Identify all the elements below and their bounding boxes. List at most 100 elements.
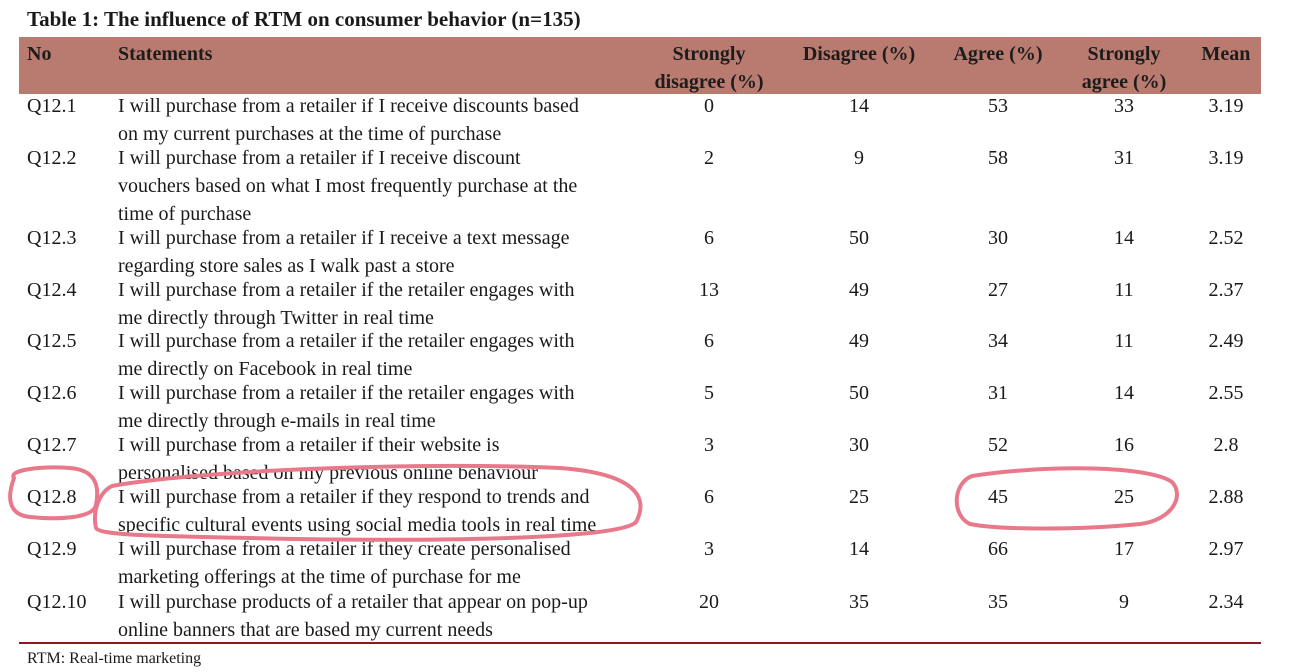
header-strongly-agree-line2: agree (%) (1081, 71, 1167, 93)
cell-strongly-agree: 17 (1114, 538, 1134, 560)
cell-strongly-agree: 31 (1114, 147, 1134, 169)
row-id: Q12.9 (27, 538, 77, 560)
statement-line: I will purchase from a retailer if the r… (118, 279, 575, 301)
cell-strongly-agree: 14 (1114, 227, 1134, 249)
row-statement: I will purchase products of a retailer t… (118, 588, 638, 644)
row-id: Q12.4 (27, 279, 77, 301)
cell-agree: 53 (988, 95, 1008, 117)
row-id: Q12.10 (27, 591, 87, 613)
cell-strongly-disagree: 6 (704, 486, 714, 508)
cell-disagree: 35 (849, 591, 869, 613)
cell-mean: 2.49 (1208, 330, 1244, 352)
row-statement: I will purchase from a retailer if I rec… (118, 92, 638, 148)
row-id: Q12.6 (27, 382, 77, 404)
header-strongly-agree: Strongly agree (%) (1054, 40, 1194, 96)
statement-line: I will purchase from a retailer if the r… (118, 330, 575, 352)
cell-agree: 35 (988, 591, 1008, 613)
cell-strongly-agree: 33 (1114, 95, 1134, 117)
row-statement: I will purchase from a retailer if the r… (118, 327, 638, 383)
table-bottom-rule (19, 642, 1261, 644)
statement-line: regarding store sales as I walk past a s… (118, 255, 455, 277)
cell-agree: 31 (988, 382, 1008, 404)
cell-strongly-disagree: 20 (699, 591, 719, 613)
statement-line: me directly on Facebook in real time (118, 358, 413, 380)
statement-line: me directly through Twitter in real time (118, 307, 434, 329)
cell-disagree: 25 (849, 486, 869, 508)
cell-mean: 2.8 (1213, 434, 1239, 456)
statement-line: marketing offerings at the time of purch… (118, 566, 521, 588)
cell-mean: 2.97 (1208, 538, 1244, 560)
statement-line: I will purchase from a retailer if their… (118, 434, 500, 456)
statement-line: I will purchase from a retailer if they … (118, 486, 590, 508)
row-id: Q12.2 (27, 147, 77, 169)
cell-strongly-disagree: 3 (704, 538, 714, 560)
header-strongly-agree-line1: Strongly (1087, 43, 1161, 65)
cell-strongly-agree: 14 (1114, 382, 1134, 404)
cell-strongly-disagree: 5 (704, 382, 714, 404)
cell-disagree: 14 (849, 95, 869, 117)
row-id: Q12.3 (27, 227, 77, 249)
cell-disagree: 49 (849, 330, 869, 352)
statement-line: me directly through e-mails in real time (118, 410, 436, 432)
cell-strongly-agree: 25 (1114, 486, 1134, 508)
cell-agree: 58 (988, 147, 1008, 169)
cell-mean: 2.88 (1208, 486, 1244, 508)
cell-strongly-disagree: 0 (704, 95, 714, 117)
cell-strongly-agree: 11 (1114, 279, 1134, 301)
row-statement: I will purchase from a retailer if I rec… (118, 224, 638, 280)
statement-line: I will purchase from a retailer if I rec… (118, 227, 570, 249)
cell-strongly-agree: 11 (1114, 330, 1134, 352)
row-id: Q12.7 (27, 434, 77, 456)
row-statement: I will purchase from a retailer if the r… (118, 379, 638, 435)
cell-agree: 27 (988, 279, 1008, 301)
cell-disagree: 9 (854, 147, 864, 169)
header-agree: Agree (%) (953, 43, 1043, 65)
cell-mean: 2.52 (1208, 227, 1244, 249)
row-statement: I will purchase from a retailer if they … (118, 483, 638, 539)
header-strongly-disagree: Strongly disagree (%) (639, 40, 779, 96)
statement-line: I will purchase from a retailer if the r… (118, 382, 575, 404)
statement-line: vouchers based on what I most frequently… (118, 175, 578, 197)
header-no: No (27, 43, 52, 65)
cell-mean: 2.34 (1208, 591, 1244, 613)
statement-line: I will purchase from a retailer if they … (118, 538, 571, 560)
header-strongly-disagree-line1: Strongly (672, 43, 746, 65)
table-title: Table 1: The influence of RTM on consume… (27, 7, 581, 31)
statement-line: I will purchase from a retailer if I rec… (118, 95, 579, 117)
statement-line: time of purchase (118, 203, 252, 225)
cell-strongly-disagree: 3 (704, 434, 714, 456)
cell-strongly-disagree: 2 (704, 147, 714, 169)
row-id: Q12.8 (27, 486, 77, 508)
row-statement: I will purchase from a retailer if their… (118, 431, 638, 487)
table-footnote: RTM: Real-time marketing (27, 650, 202, 667)
cell-mean: 3.19 (1208, 147, 1244, 169)
cell-mean: 2.37 (1208, 279, 1244, 301)
cell-disagree: 30 (849, 434, 869, 456)
cell-strongly-disagree: 13 (699, 279, 719, 301)
statement-line: I will purchase products of a retailer t… (118, 591, 588, 613)
table-header: No Statements Strongly disagree (%) Disa… (19, 37, 1261, 94)
cell-mean: 2.55 (1208, 382, 1244, 404)
cell-mean: 3.19 (1208, 95, 1244, 117)
cell-strongly-agree: 9 (1119, 591, 1129, 613)
header-mean: Mean (1201, 43, 1251, 65)
cell-agree: 34 (988, 330, 1008, 352)
cell-agree: 52 (988, 434, 1008, 456)
row-id: Q12.1 (27, 95, 77, 117)
cell-strongly-disagree: 6 (704, 330, 714, 352)
header-strongly-disagree-line2: disagree (%) (654, 71, 764, 93)
statement-line: on my current purchases at the time of p… (118, 123, 502, 145)
statement-line: I will purchase from a retailer if I rec… (118, 147, 521, 169)
cell-agree: 66 (988, 538, 1008, 560)
cell-disagree: 14 (849, 538, 869, 560)
cell-disagree: 50 (849, 227, 869, 249)
cell-disagree: 50 (849, 382, 869, 404)
header-statements: Statements (118, 43, 213, 65)
statement-line: online banners that are based my current… (118, 619, 493, 641)
cell-agree: 45 (988, 486, 1008, 508)
cell-agree: 30 (988, 227, 1008, 249)
row-statement: I will purchase from a retailer if the r… (118, 276, 638, 332)
cell-disagree: 49 (849, 279, 869, 301)
row-statement: I will purchase from a retailer if they … (118, 535, 638, 591)
cell-strongly-agree: 16 (1114, 434, 1134, 456)
